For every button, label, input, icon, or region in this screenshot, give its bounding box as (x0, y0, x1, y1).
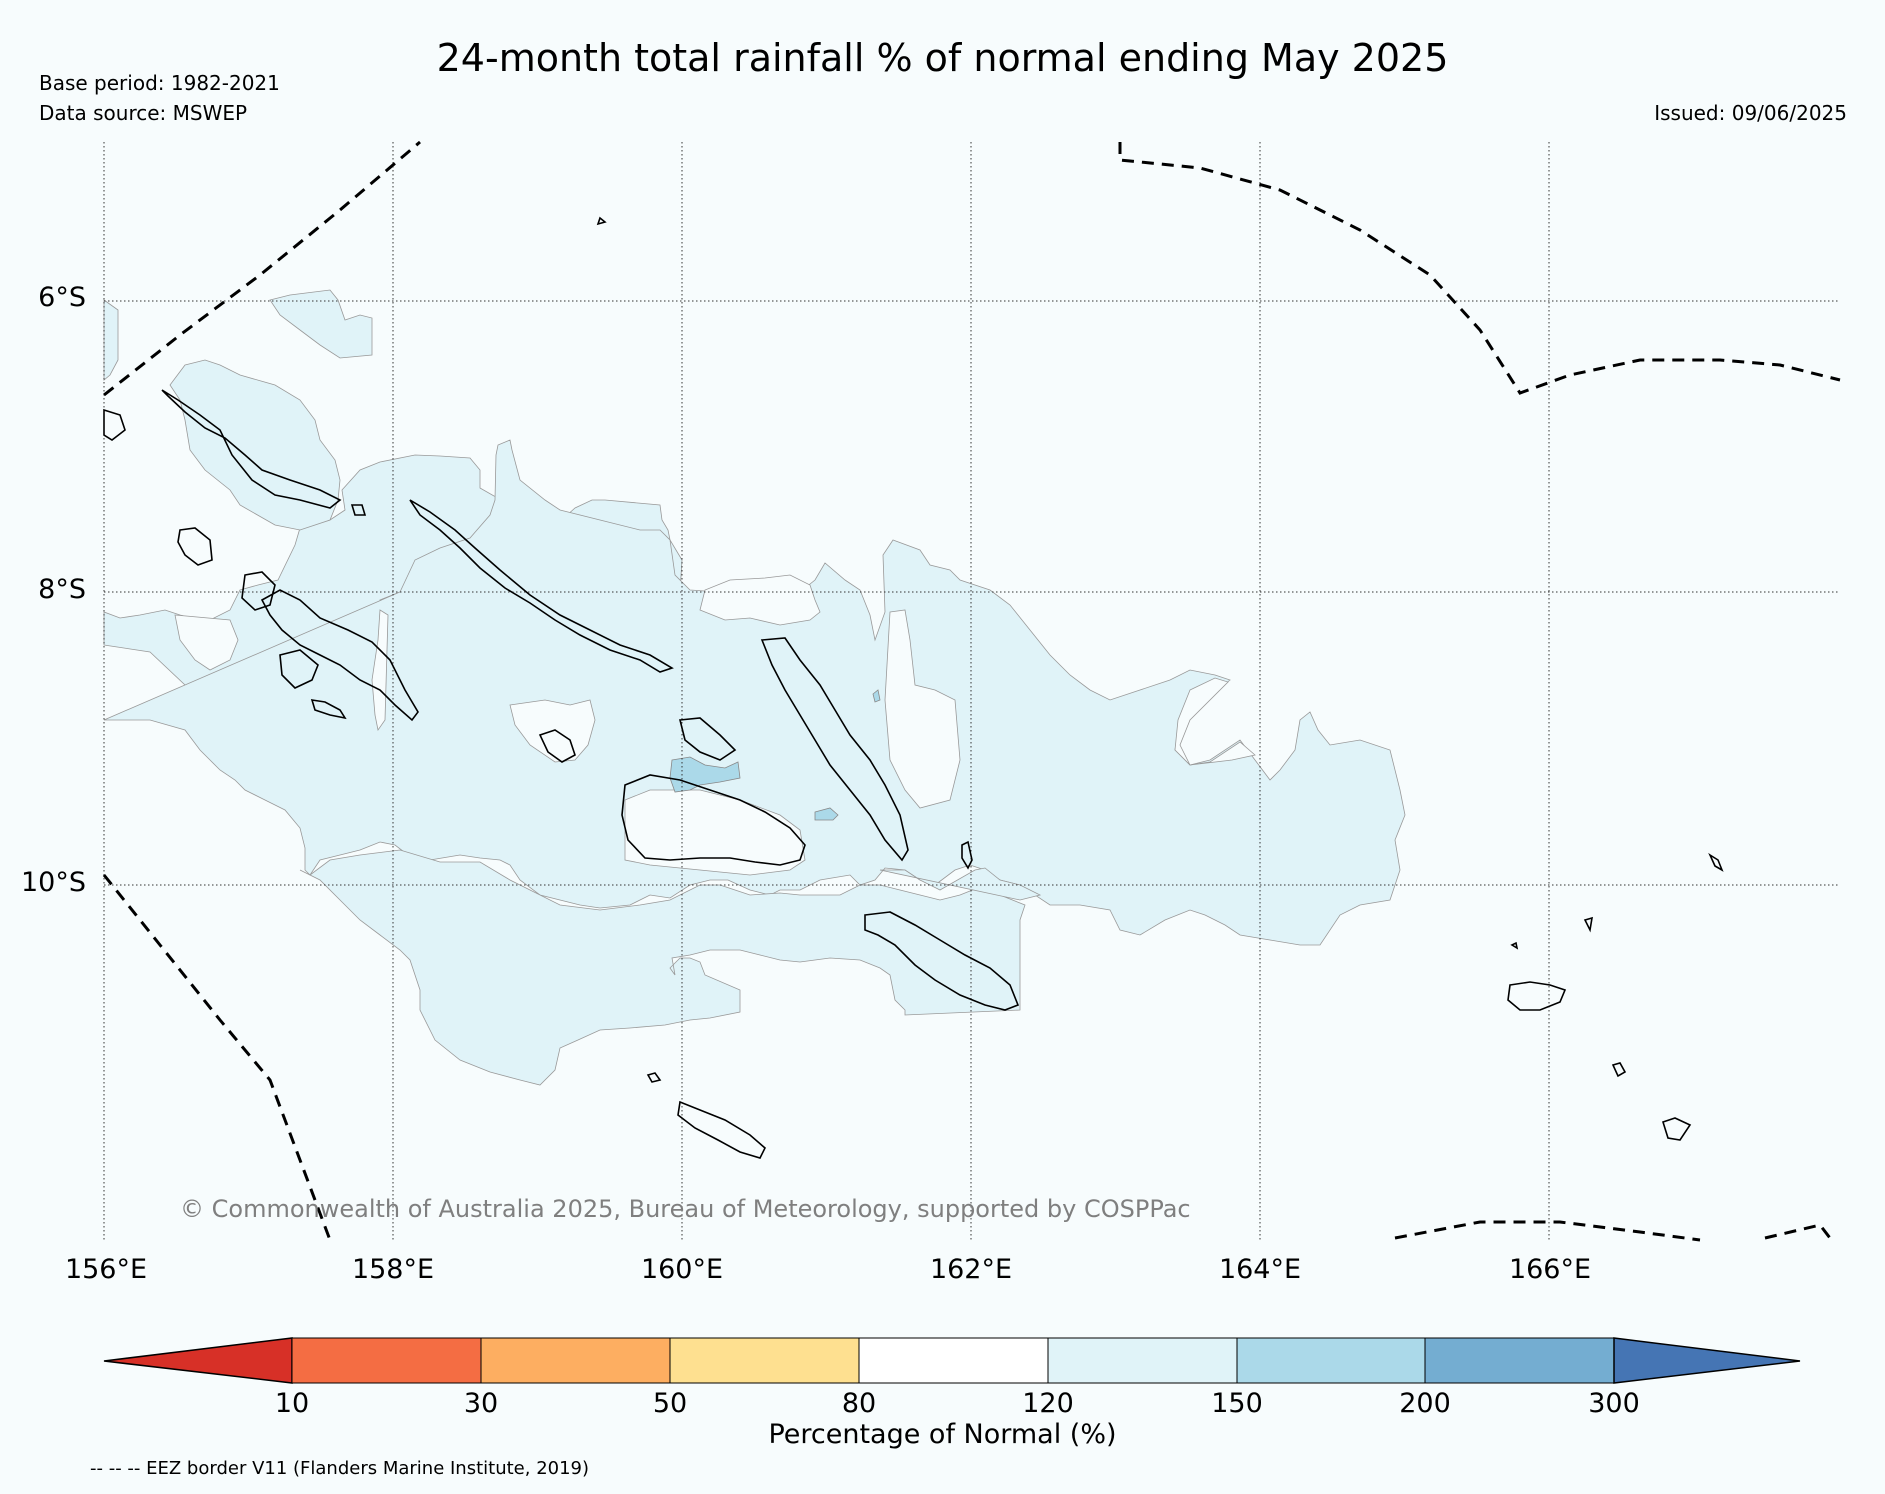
lon-label-158e: 158°E (351, 1254, 435, 1285)
rainfall-region-80-120-hole-f (1174, 677, 1256, 766)
colorbar-tick-150: 150 (1211, 1388, 1263, 1419)
vanikoro-island (1662, 1117, 1692, 1141)
eez-border-southwest (102, 874, 332, 1241)
rainfall-region-150-200-c (872, 689, 881, 703)
map-title: 24-month total rainfall % of normal endi… (436, 36, 1449, 80)
makira-island (864, 911, 1020, 1011)
lon-label-164e: 164°E (1218, 1254, 1302, 1285)
shortland-islands (350, 504, 367, 516)
colorbar-tick-10: 10 (274, 1388, 310, 1419)
rainfall-region-80-120-hole-e (174, 614, 239, 671)
ranongga-island (177, 527, 213, 566)
colorbar-bin-50-80 (669, 1337, 860, 1384)
eez-borders (102, 140, 1841, 1242)
russell-islands (538, 729, 576, 763)
sikaiana-islet (1583, 916, 1593, 933)
small-malaita-island (961, 840, 973, 870)
duff-islands-islet (1708, 852, 1724, 872)
lat-label-6s: 6°S (38, 282, 86, 313)
colorbar-bin-30-50 (480, 1337, 671, 1384)
lon-label-162e: 162°E (929, 1254, 1013, 1285)
rainfall-region-120-150-north (269, 289, 373, 359)
rainfall-region-120-150-east (879, 867, 1042, 901)
colorbar-tick-80: 80 (841, 1388, 877, 1419)
eez-legend-note: -- -- -- EEZ border V11 (Flanders Marine… (90, 1458, 590, 1479)
colorbar-bin-80-120 (858, 1337, 1049, 1384)
colorbar-bin-120-150 (1047, 1337, 1238, 1384)
rainfall-region-120-150-south (299, 849, 1026, 1086)
issued-date-text: Issued: 09/06/2025 (1654, 101, 1847, 125)
rainfall-region-150-200-b (814, 807, 839, 821)
eez-border-northwest (103, 140, 421, 397)
malaita-island (760, 637, 909, 862)
colorbar-tick-300: 300 (1588, 1388, 1640, 1419)
colorbar-tick-200: 200 (1399, 1388, 1451, 1419)
graticule (103, 142, 1840, 1240)
coastlines (103, 216, 1724, 1159)
tetepare-island (310, 699, 347, 720)
data-source-text: Data source: MSWEP (39, 101, 248, 125)
lon-label-160e: 160°E (640, 1254, 724, 1285)
utupua-island (1611, 1062, 1627, 1078)
colorbar-tick-120: 120 (1022, 1388, 1074, 1419)
colorbar (103, 1337, 1801, 1384)
lon-label-156e: 156°E (64, 1254, 148, 1285)
reef-islands-islet (1510, 941, 1519, 950)
eez-border-southeast-end (1764, 1223, 1832, 1240)
lat-label-10s: 10°S (21, 867, 86, 898)
rainfall-region-80-120-hole-g (699, 574, 821, 626)
santa-isabel-island (409, 499, 674, 673)
bellona-island (646, 1072, 662, 1083)
new-georgia-island (260, 589, 419, 722)
eez-border-northeast (1118, 142, 1841, 395)
lon-label-166e: 166°E (1508, 1254, 1592, 1285)
colorbar-bin-10-30 (291, 1337, 482, 1384)
bougainville-west-island (103, 408, 126, 441)
eez-border-southeast (1394, 1220, 1701, 1242)
florida-islands (678, 717, 737, 761)
rendova-island (279, 649, 319, 689)
rainfall-region-120-150-solomons-north (169, 359, 341, 531)
rainfall-region-80-120-hole-b (624, 789, 806, 876)
ontong-java-islet (596, 216, 607, 226)
rennell-island (677, 1100, 766, 1159)
lat-label-8s: 8°S (38, 574, 86, 605)
colorbar-extend-low (103, 1337, 293, 1384)
guadalcanal-island (621, 774, 806, 866)
colorbar-label: Percentage of Normal (%) (768, 1419, 1117, 1450)
colorbar-bin-200-300 (1424, 1337, 1615, 1384)
vella-lavella-island (241, 571, 276, 611)
colorbar-bin-150-200 (1236, 1337, 1426, 1384)
rainfall-region-120-150-large (103, 439, 1406, 946)
colorbar-extend-high (1613, 1337, 1801, 1384)
copyright-notice: © Commonwealth of Australia 2025, Bureau… (180, 1195, 1191, 1223)
colorbar-tick-50: 50 (652, 1388, 688, 1419)
base-period-text: Base period: 1982-2021 (39, 71, 280, 95)
ndeni-island (1507, 981, 1567, 1011)
colorbar-tick-30: 30 (463, 1388, 499, 1419)
rainfall-region-80-120-hole-c (884, 609, 961, 809)
choiseul-island (161, 389, 342, 509)
